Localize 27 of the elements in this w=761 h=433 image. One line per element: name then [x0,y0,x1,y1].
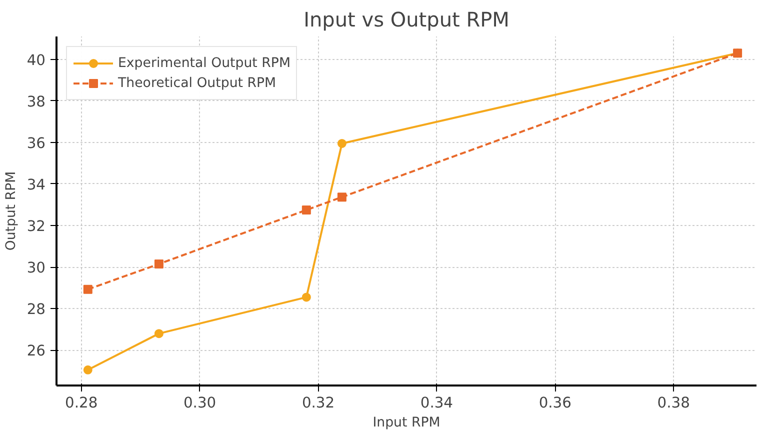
legend-label: Experimental Output RPM [118,56,290,70]
point [337,138,346,148]
y-tick-label: 32 [26,218,46,236]
x-tick-label: 0.32 [302,394,335,412]
y-tick-label: 40 [26,52,46,69]
y-tick-label: 30 [26,260,46,277]
y-tick-label: 38 [26,93,46,110]
y-tick-label: 36 [26,134,46,152]
y-tick-label: 26 [26,342,46,360]
x-tick-label: 0.34 [420,394,454,412]
x-tick-label: 0.38 [657,394,690,412]
point [337,192,346,202]
point [302,205,311,214]
legend-label: Theoretical Output RPM [118,76,276,90]
y-tick-label: 34 [26,176,46,194]
point [154,259,164,268]
x-tick-label: 0.30 [184,394,216,412]
point [302,292,311,302]
y-axis-title: Output RPM [4,171,19,251]
chart-title: Input vs Output RPM [304,8,510,32]
point [83,284,92,294]
point [154,329,164,338]
point [83,365,92,374]
x-axis-title: Input RPM [372,416,440,430]
y-tick-label: 28 [26,301,46,318]
x-tick-label: 0.36 [538,394,572,412]
x-tick-label: 0.28 [65,394,98,412]
